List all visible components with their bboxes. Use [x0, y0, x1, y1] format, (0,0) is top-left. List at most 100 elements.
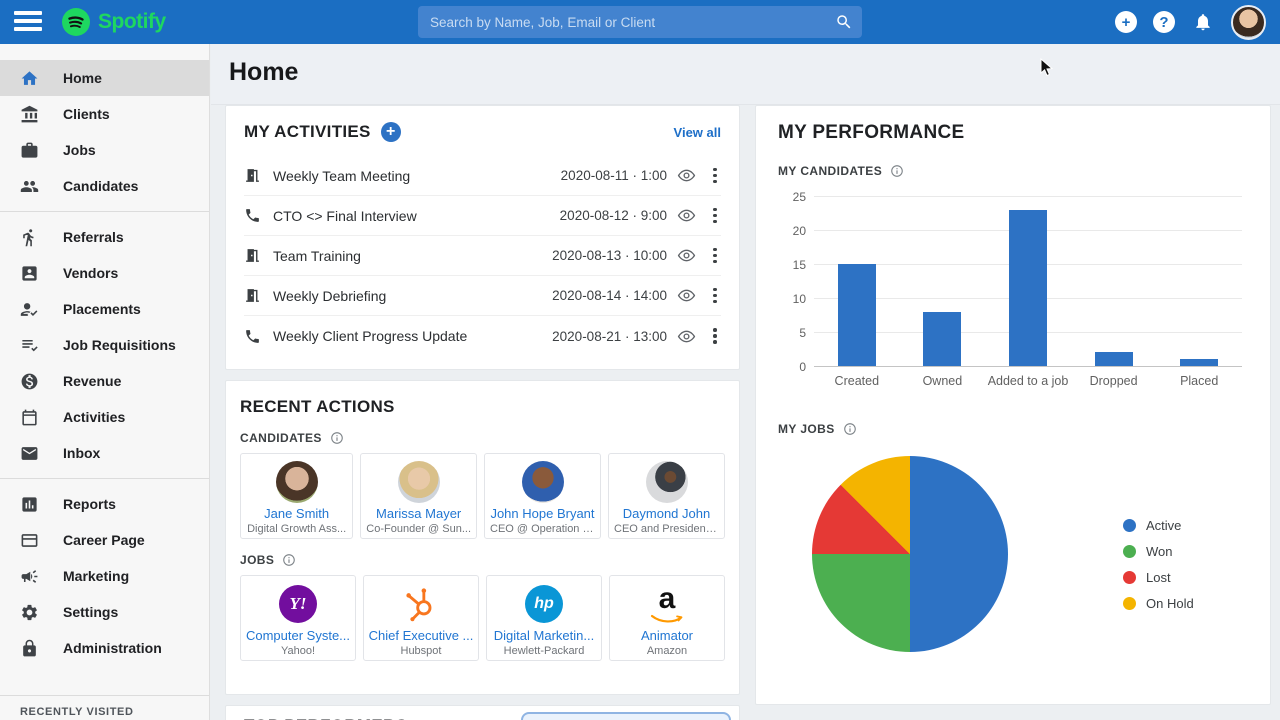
info-icon[interactable]: [330, 431, 344, 445]
job-company: Hewlett-Packard: [503, 645, 585, 657]
x-axis-label: Owned: [922, 374, 963, 388]
sidebar-item-inbox[interactable]: Inbox: [0, 435, 209, 471]
job-card-amazon[interactable]: a Animator Amazon: [609, 575, 725, 661]
pie-legend: Active Won Lost On Hold: [1123, 512, 1194, 616]
sidebar-item-label: Settings: [63, 604, 119, 620]
legend-item-won: Won: [1123, 538, 1194, 564]
sidebar-item-home[interactable]: Home: [0, 60, 209, 96]
view-activity-eye-icon[interactable]: [677, 326, 697, 346]
sidebar-item-label: Activities: [63, 409, 126, 425]
page-title: Home: [229, 58, 299, 86]
candidate-card-john-hope-bryant[interactable]: John Hope Bryant CEO @ Operation H...: [484, 453, 601, 539]
activity-menu-kebab-icon[interactable]: [709, 328, 721, 344]
bar-added-to-a-job: [1009, 209, 1047, 366]
job-title-link[interactable]: Chief Executive ...: [368, 628, 474, 643]
sidebar-item-revenue[interactable]: Revenue: [0, 363, 209, 399]
top-performers-filter-button[interactable]: [521, 712, 731, 720]
gridline: [814, 196, 1242, 197]
x-axis-label: Placed: [1180, 374, 1219, 388]
bar-plot-area: [814, 196, 1242, 367]
view-activity-eye-icon[interactable]: [677, 166, 697, 186]
activity-row[interactable]: Weekly Client Progress Update 2020-08-21 …: [244, 316, 721, 356]
candidate-card-marissa-mayer[interactable]: Marissa Mayer Co-Founder @ Sun...: [360, 453, 477, 539]
sidebar-item-referrals[interactable]: Referrals: [0, 219, 209, 255]
job-card-yahoo[interactable]: Y! Computer Syste... Yahoo!: [240, 575, 356, 661]
view-activity-eye-icon[interactable]: [677, 246, 697, 266]
hamburger-menu-icon[interactable]: [14, 11, 42, 33]
activity-menu-kebab-icon[interactable]: [709, 287, 721, 304]
legend-label: On Hold: [1146, 595, 1194, 611]
global-search: [418, 6, 862, 38]
activity-row[interactable]: Weekly Debriefing 2020-08-14 · 14:00: [244, 276, 721, 316]
legend-label: Lost: [1146, 569, 1171, 585]
sidebar-item-settings[interactable]: Settings: [0, 594, 209, 630]
candidate-avatar: [521, 461, 564, 503]
search-icon[interactable]: [826, 6, 862, 38]
sidebar-item-reports[interactable]: Reports: [0, 486, 209, 522]
hubspot-logo-icon: [400, 583, 442, 625]
recently-visited-label: RECENTLY VISITED: [20, 706, 134, 718]
help-icon[interactable]: ?: [1153, 11, 1175, 33]
job-title-link[interactable]: Digital Marketin...: [493, 628, 595, 643]
info-icon[interactable]: [843, 422, 857, 436]
sidebar-item-job-requisitions[interactable]: Job Requisitions: [0, 327, 209, 363]
sidebar-item-administration[interactable]: Administration: [0, 630, 209, 666]
activity-datetime: 2020-08-12 · 9:00: [559, 208, 667, 223]
sidebar-item-career-page[interactable]: Career Page: [0, 522, 209, 558]
job-title-link[interactable]: Animator: [640, 628, 694, 643]
dollar-icon: [21, 373, 38, 389]
candidate-card-daymond-john[interactable]: Daymond John CEO and President ...: [608, 453, 725, 539]
y-axis-tick: 0: [799, 360, 806, 374]
sidebar-item-label: Candidates: [63, 178, 139, 194]
sidebar-item-label: Reports: [63, 496, 116, 512]
activity-title: Weekly Debriefing: [273, 287, 387, 304]
view-activity-eye-icon[interactable]: [677, 286, 697, 306]
info-icon[interactable]: [890, 164, 904, 178]
user-avatar[interactable]: [1231, 4, 1266, 40]
sidebar-item-clients[interactable]: Clients: [0, 96, 209, 132]
bar-placed: [1180, 359, 1219, 366]
job-card-hewlett-packard[interactable]: hp Digital Marketin... Hewlett-Packard: [486, 575, 602, 661]
candidate-name-link[interactable]: Daymond John: [622, 506, 711, 521]
sidebar-item-label: Home: [63, 70, 102, 86]
view-activity-eye-icon[interactable]: [677, 206, 697, 226]
activity-title: Team Training: [273, 247, 361, 264]
job-title-link[interactable]: Computer Syste...: [245, 628, 351, 643]
job-company: Yahoo!: [280, 645, 316, 657]
activity-menu-kebab-icon[interactable]: [709, 207, 721, 224]
candidate-name-link[interactable]: John Hope Bryant: [490, 506, 595, 521]
sidebar-item-jobs[interactable]: Jobs: [0, 132, 209, 168]
sidebar-item-vendors[interactable]: Vendors: [0, 255, 209, 291]
sidebar-divider: [0, 211, 209, 212]
activity-title: Weekly Client Progress Update: [273, 328, 468, 344]
activity-row[interactable]: Weekly Team Meeting 2020-08-11 · 1:00: [244, 156, 721, 196]
sidebar-item-label: Career Page: [63, 532, 145, 548]
job-card-hubspot[interactable]: Chief Executive ... Hubspot: [363, 575, 479, 661]
page-header: Home: [211, 44, 1280, 105]
door-icon: [246, 249, 259, 262]
candidate-name-link[interactable]: Jane Smith: [264, 506, 330, 521]
add-activity-icon[interactable]: +: [380, 122, 401, 142]
activity-row[interactable]: Team Training 2020-08-13 · 10:00: [244, 236, 721, 276]
candidate-card-jane-smith[interactable]: Jane Smith Digital Growth Ass...: [240, 453, 354, 539]
search-input[interactable]: [418, 14, 826, 30]
activity-menu-kebab-icon[interactable]: [709, 167, 721, 184]
candidate-name-link[interactable]: Marissa Mayer: [376, 506, 462, 521]
add-icon[interactable]: +: [1115, 11, 1137, 33]
info-icon[interactable]: [282, 553, 296, 567]
person-check-icon: [20, 302, 38, 316]
sidebar-item-placements[interactable]: Placements: [0, 291, 209, 327]
view-all-link[interactable]: View all: [673, 124, 721, 140]
legend-dot: [1123, 596, 1136, 610]
legend-label: Active: [1146, 517, 1182, 533]
job-company: Hubspot: [400, 645, 442, 657]
sidebar-item-marketing[interactable]: Marketing: [0, 558, 209, 594]
activity-menu-kebab-icon[interactable]: [709, 247, 721, 264]
door-icon: [246, 169, 259, 182]
my-activities-title: MY ACTIVITIES: [244, 122, 371, 141]
activity-row[interactable]: CTO <> Final Interview 2020-08-12 · 9:00: [244, 196, 721, 236]
sidebar-item-candidates[interactable]: Candidates: [0, 168, 209, 204]
sidebar-item-activities[interactable]: Activities: [0, 399, 209, 435]
spotify-icon: [62, 8, 90, 36]
notifications-bell-icon[interactable]: [1191, 10, 1215, 34]
